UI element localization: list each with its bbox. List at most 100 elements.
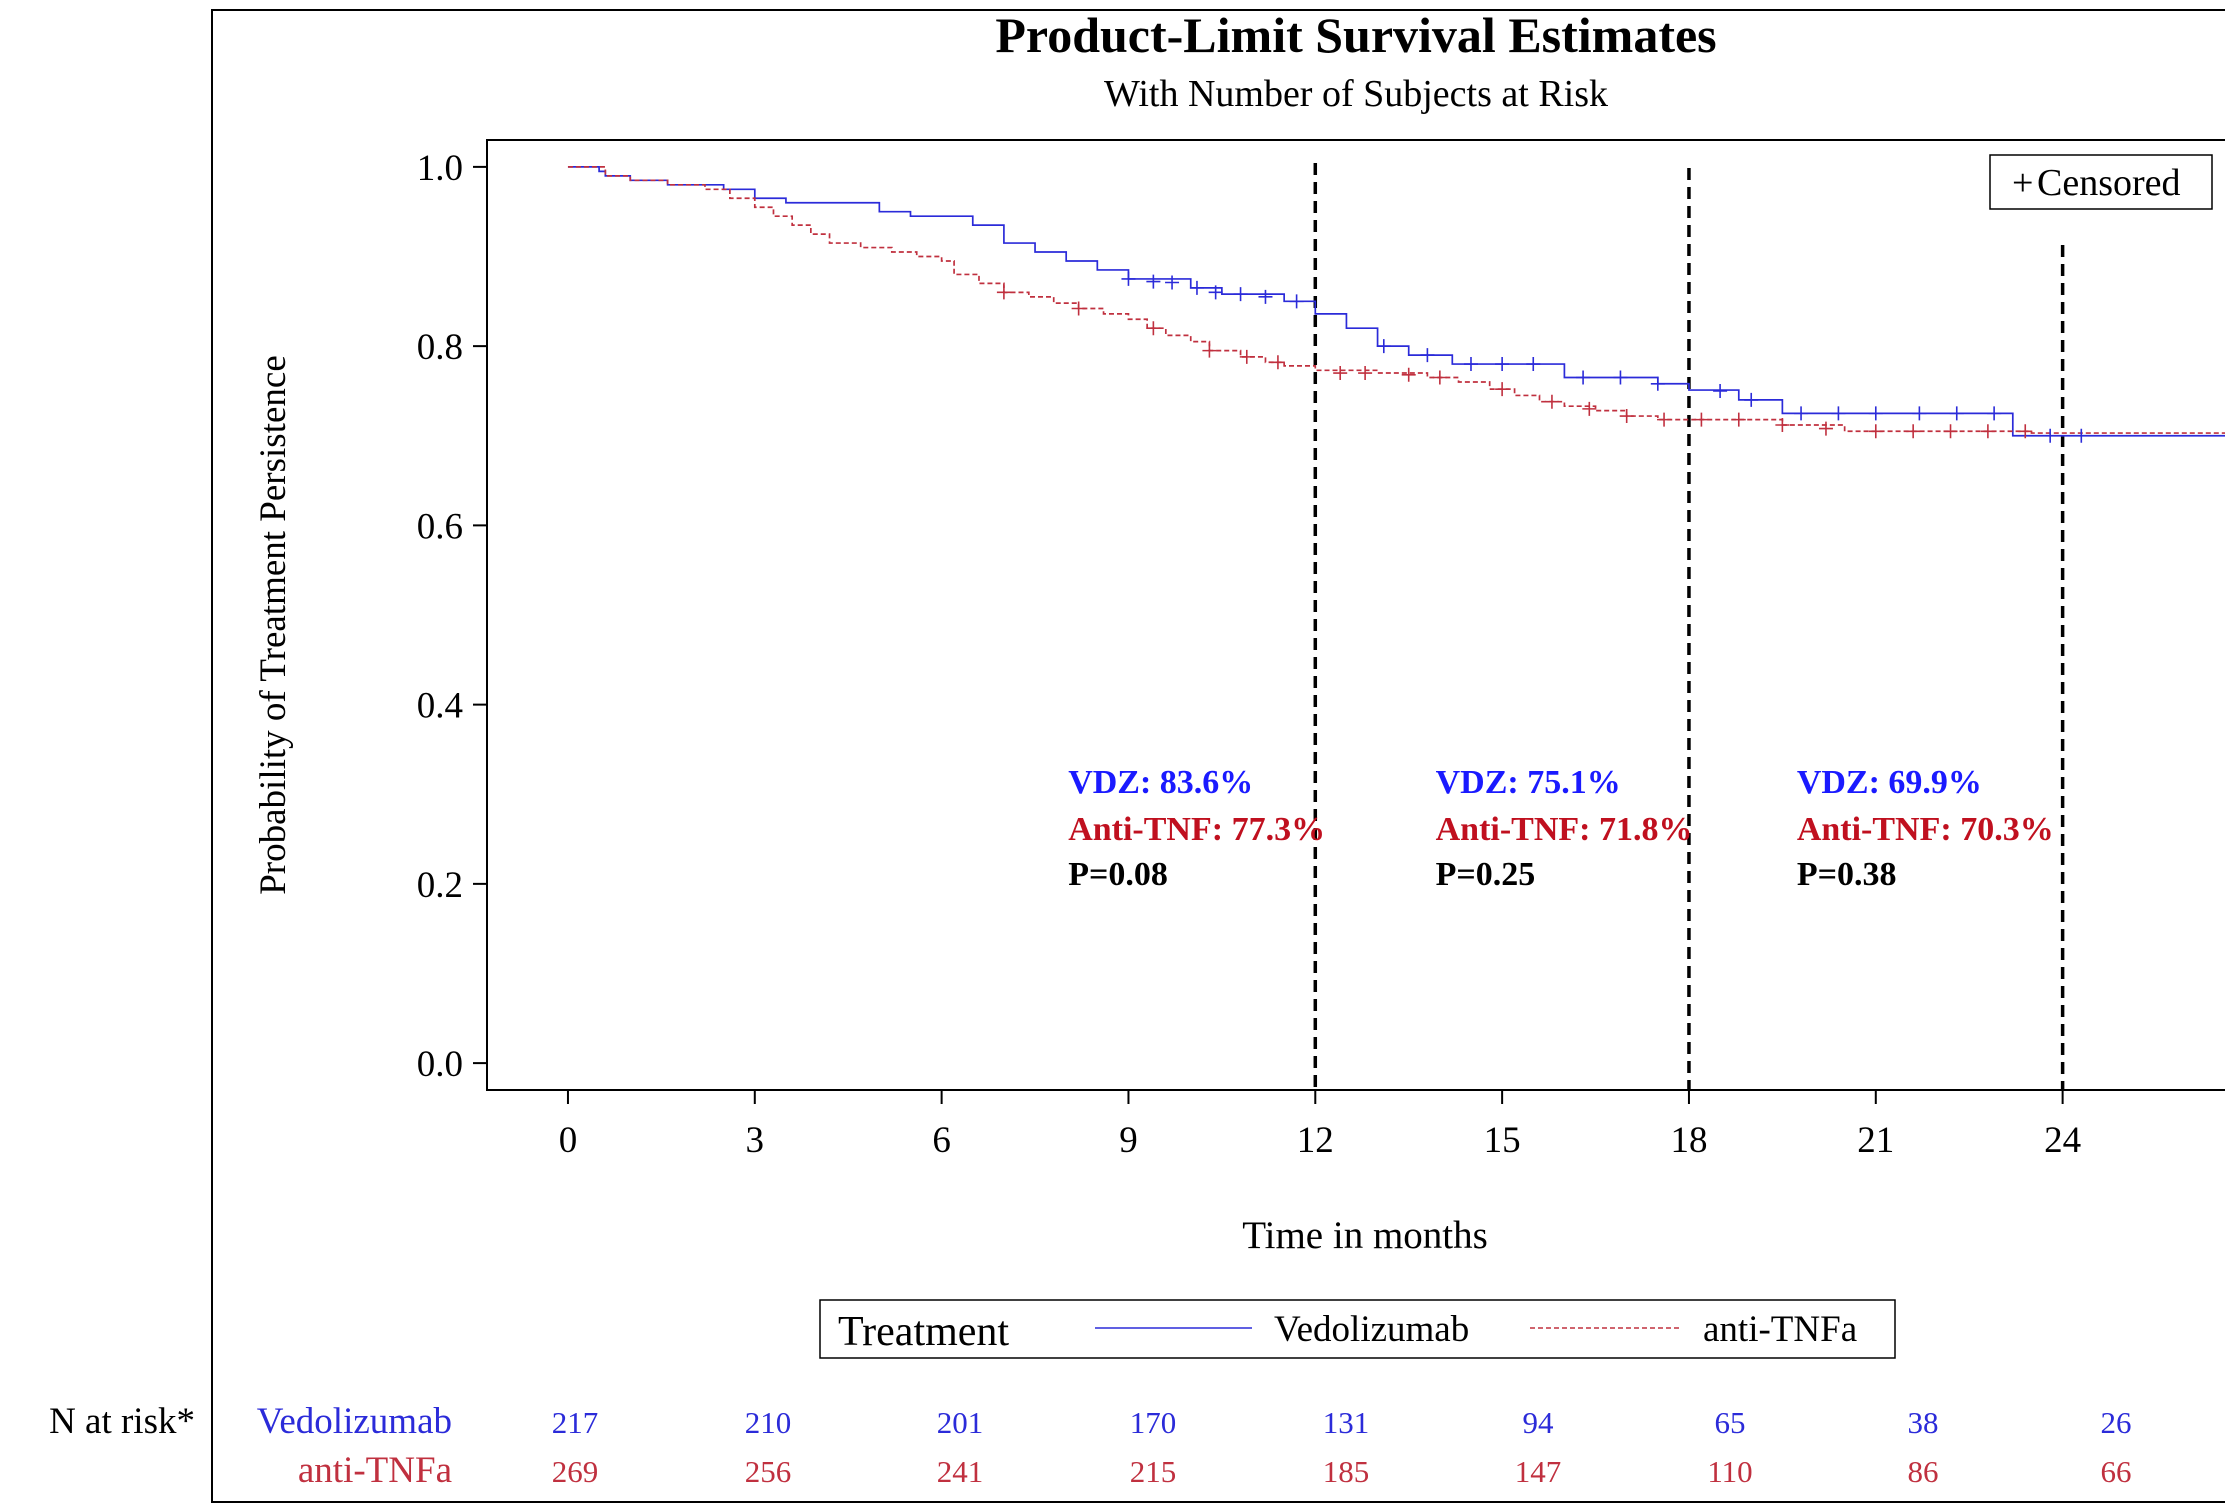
censor-mark (1071, 301, 1086, 316)
risk-value: 170 (1130, 1405, 1177, 1440)
chart-frame (211, 9, 2225, 1503)
censor-mark (1376, 339, 1391, 354)
treatment-legend-box (819, 1299, 1896, 1359)
censor-mark (1420, 348, 1435, 363)
censor-mark (1657, 412, 1672, 427)
risk-value: 110 (1707, 1454, 1752, 1489)
x-tick-label: 21 (1857, 1120, 1894, 1161)
risk-value: 38 (1908, 1405, 1939, 1440)
censor-mark (1146, 321, 1161, 336)
risk-row-label: Vedolizumab (257, 1401, 452, 1442)
y-tick-label: 0.4 (417, 686, 463, 727)
risk-row-label: anti-TNFa (298, 1450, 452, 1491)
risk-value: 256 (745, 1454, 792, 1489)
series-line-1 (567, 166, 2225, 434)
risk-value: 269 (552, 1454, 599, 1489)
risk-value: 131 (1323, 1405, 1370, 1440)
annotation-text: Anti-TNF: 70.3% (1797, 811, 2054, 848)
annotation-text: VDZ: 75.1% (1436, 764, 1621, 801)
censor-mark (1613, 370, 1628, 385)
censor-mark (1495, 382, 1510, 397)
censor-mark (1943, 424, 1958, 439)
censor-mark (1495, 357, 1510, 372)
series-line-0 (567, 166, 2225, 437)
censor-mark (1333, 366, 1348, 381)
censor-mark (1906, 424, 1921, 439)
x-tick-label: 9 (1119, 1120, 1138, 1161)
series-layer (567, 166, 2225, 437)
y-tick-label: 0.0 (417, 1044, 463, 1085)
treatment-legend: Treatment Vedolizumab anti-TNFa (819, 1299, 1896, 1359)
censor-mark (1121, 271, 1136, 286)
risk-value: 217 (552, 1405, 599, 1440)
censor-mark (1744, 392, 1759, 407)
censor-mark (1650, 376, 1665, 391)
censor-mark (1868, 424, 1883, 439)
risk-value: 201 (937, 1405, 984, 1440)
x-tick-label: 3 (746, 1120, 765, 1161)
y-tick-label: 0.8 (417, 327, 463, 368)
censor-mark (1432, 370, 1447, 385)
y-axis-label: Probability of Treatment Persistence (253, 355, 294, 895)
x-tick-label: 12 (1297, 1120, 1334, 1161)
y-tick-label: 0.6 (417, 506, 463, 547)
censor-mark (1912, 406, 1927, 421)
risk-value: 66 (2101, 1454, 2132, 1489)
treatment-legend-title: Treatment (838, 1309, 1009, 1355)
annotation-text: P=0.38 (1797, 856, 1897, 893)
censor-mark (2018, 424, 2033, 439)
annotation-text: VDZ: 83.6% (1068, 764, 1253, 801)
censor-mark (1831, 406, 1846, 421)
x-tick-label: 24 (2044, 1120, 2081, 1161)
censor-mark (1358, 366, 1373, 381)
reference-lines (1313, 163, 2065, 1090)
censor-mark (1146, 274, 1161, 289)
risk-value: 210 (745, 1405, 792, 1440)
censor-mark (1619, 409, 1634, 424)
annotation-text: P=0.25 (1436, 856, 1536, 893)
x-axis: 0 3 6 9 12 15 18 21 24 (559, 1090, 2081, 1161)
risk-value: 94 (1523, 1405, 1555, 1440)
risk-value: 185 (1323, 1454, 1370, 1489)
risk-value: 26 (2101, 1405, 2132, 1440)
annotation-text: Anti-TNF: 77.3% (1068, 811, 1325, 848)
censor-mark (1949, 406, 1964, 421)
legend-label-vedolizumab: Vedolizumab (1274, 1309, 1469, 1350)
censored-legend-box (1989, 154, 2213, 210)
x-axis-label: Time in months (1242, 1214, 1488, 1257)
censor-mark (1775, 418, 1790, 432)
censor-mark (1731, 412, 1746, 427)
x-tick-label: 18 (1670, 1120, 1707, 1161)
chart-title: Product-Limit Survival Estimates (995, 7, 1716, 63)
censor-mark (1980, 424, 1995, 439)
censor-marks (996, 271, 2089, 443)
annotation-text: P=0.08 (1068, 856, 1168, 893)
censor-mark (1208, 285, 1223, 300)
censor-mark (996, 285, 1011, 300)
censor-mark (1239, 349, 1254, 364)
risk-table-label: N at risk* (49, 1401, 195, 1442)
censor-mark (1270, 355, 1285, 370)
censored-legend-symbol: + (2012, 162, 2033, 204)
risk-value: 215 (1130, 1454, 1177, 1489)
censor-mark (1258, 289, 1273, 304)
legend-label-anti-tnfa: anti-TNFa (1703, 1309, 1857, 1350)
censor-mark (1233, 287, 1248, 302)
censor-mark (1987, 406, 2002, 421)
annotations: VDZ: 83.6% Anti-TNF: 77.3% P=0.08 VDZ: 75.1… (1068, 764, 2054, 893)
y-tick-label: 0.2 (417, 865, 463, 906)
censor-mark (1694, 412, 1709, 427)
censor-mark (1202, 343, 1217, 358)
censor-mark (2074, 428, 2089, 443)
censor-mark (1526, 357, 1541, 372)
risk-value: 241 (937, 1454, 984, 1489)
censor-mark (1713, 383, 1728, 398)
x-tick-label: 15 (1484, 1120, 1521, 1161)
risk-table: Vedolizumab 217 210 201 170 131 94 65 38 26 anti-T… (257, 1401, 2132, 1491)
censor-mark (1868, 406, 1883, 421)
x-tick-label: 6 (932, 1120, 951, 1161)
plot-area (486, 139, 2225, 1091)
censor-mark (1576, 370, 1591, 385)
censor-mark (1189, 280, 1204, 295)
